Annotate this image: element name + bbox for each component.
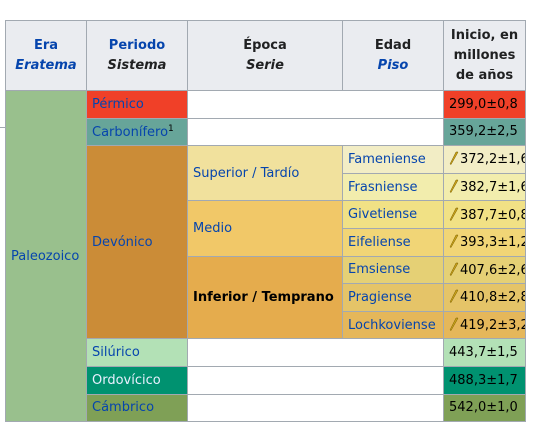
age-frasniense: Frasniense	[342, 172, 444, 202]
ordovicico-link[interactable]: Ordovícico	[92, 372, 161, 388]
age-fameniense: Fameniense	[342, 145, 444, 174]
cambrico-value: 542,0±1,0	[443, 393, 526, 423]
frasniense-value: 382,7±1,6	[443, 172, 526, 202]
header-periodo: Periodo Sistema	[86, 20, 188, 91]
silurico-blank	[187, 338, 444, 367]
period-silurico: Silúrico	[86, 338, 188, 367]
period-cambrico: Cámbrico	[86, 393, 188, 423]
age-pragiense: Pragiense	[342, 283, 444, 312]
period-permico: Pérmico	[86, 90, 188, 119]
emsiense-value: 407,6±2,6	[443, 255, 526, 285]
golden-spike-icon[interactable]	[449, 234, 459, 249]
pragiense-value: 410,8±2,8	[443, 283, 526, 312]
period-devonico: Devónico	[86, 145, 188, 340]
golden-spike-icon[interactable]	[449, 207, 459, 221]
inicio-line-1: Inicio, en	[450, 27, 519, 43]
periodo-link[interactable]: Periodo	[108, 37, 166, 53]
golden-spike-icon[interactable]	[449, 317, 459, 331]
lochkoviense-value: 419,2±3,2	[443, 310, 526, 340]
header-inicio: Inicio, en millones de años	[443, 20, 526, 91]
emsiense-value-text: 407,6±2,6	[460, 262, 526, 278]
header-era: Era Eratema	[5, 20, 87, 91]
paleozoico-link[interactable]: Paleozoico	[11, 248, 80, 264]
fameniense-link[interactable]: Fameniense	[348, 151, 426, 167]
epoca-label: Época	[243, 37, 287, 53]
medio-link[interactable]: Medio	[193, 220, 233, 236]
inicio-line-2: millones	[453, 47, 516, 63]
geologic-time-table: Era Eratema Periodo Sistema Época Serie …	[5, 20, 526, 423]
givetiense-value-text: 387,7±0,8	[460, 207, 526, 223]
pragiense-value-text: 410,8±2,8	[460, 290, 526, 306]
table-row: Ordovícico 488,3±1,7	[6, 365, 526, 395]
carbonifero-link[interactable]: Carbonífero	[92, 124, 169, 140]
ordovicico-value: 488,3±1,7	[443, 365, 526, 395]
permico-value: 299,0±0,8	[443, 90, 526, 119]
devonico-link[interactable]: Devónico	[92, 234, 153, 250]
table-row: Cámbrico 542,0±1,0	[6, 393, 526, 423]
cambrico-blank	[187, 393, 444, 423]
fameniense-value: 372,2±1,6	[443, 145, 526, 174]
carbonifero-value: 359,2±2,5	[443, 117, 526, 147]
golden-spike-icon[interactable]	[449, 262, 459, 276]
edad-label: Edad	[374, 37, 412, 53]
table-row: Lochkoviense 419,2±3,2	[6, 310, 526, 340]
footnote-1[interactable]: 1	[168, 123, 174, 134]
table-row: Inferior / Temprano Emsiense 407,6±2,6	[6, 255, 526, 340]
golden-spike-icon[interactable]	[449, 289, 459, 304]
givetiense-value: 387,7±0,8	[443, 200, 526, 229]
table-row: Paleozoico Pérmico 299,0±0,8	[5, 89, 526, 423]
frasniense-link[interactable]: Frasniense	[348, 179, 418, 195]
serie-label: Serie	[246, 57, 284, 73]
inferior-label: Inferior / Temprano	[193, 289, 334, 305]
eifeliense-value-text: 393,3±1,2	[460, 235, 526, 251]
permico-blank	[187, 90, 444, 119]
carbonifero-blank	[187, 117, 444, 147]
table-row: Medio Givetiense 387,7±0,8	[6, 200, 526, 257]
age-eifeliense: Eifeliense	[342, 227, 444, 257]
pragiense-link[interactable]: Pragiense	[348, 289, 412, 305]
period-carbonifero: Carbonífero1	[86, 117, 188, 147]
table-row: Pragiense 410,8±2,8	[6, 283, 526, 312]
silurico-value: 443,7±1,5	[443, 338, 526, 367]
inicio-line-3: de años	[455, 67, 514, 83]
epoch-superior: Superior / Tardío	[187, 145, 343, 202]
left-edge-rule	[0, 127, 6, 128]
sistema-label: Sistema	[107, 57, 167, 73]
givetiense-link[interactable]: Givetiense	[348, 207, 418, 223]
silurico-link[interactable]: Silúrico	[92, 345, 140, 361]
permico-link[interactable]: Pérmico	[92, 96, 144, 112]
eratema-link[interactable]: Eratema	[15, 57, 77, 73]
piso-link[interactable]: Piso	[377, 57, 409, 73]
golden-spike-icon[interactable]	[449, 151, 459, 166]
lochkoviense-link[interactable]: Lochkoviense	[348, 317, 436, 333]
era-link[interactable]: Era	[33, 37, 59, 53]
era-paleozoico: Paleozoico	[5, 89, 87, 423]
age-givetiense: Givetiense	[342, 200, 444, 229]
fameniense-value-text: 372,2±1,6	[460, 152, 526, 168]
period-ordovicico: Ordovícico	[86, 365, 188, 395]
header-epoca: Época Serie	[187, 20, 343, 91]
epoch-inferior: Inferior / Temprano	[187, 255, 343, 340]
superior-link[interactable]: Superior / Tardío	[193, 165, 300, 181]
epoch-medio: Medio	[187, 200, 343, 257]
emsiense-link[interactable]: Emsiense	[348, 262, 411, 278]
table-row: Eifeliense 393,3±1,2	[6, 227, 526, 257]
lochkoviense-value-text: 419,2±3,2	[460, 318, 526, 334]
cambrico-link[interactable]: Cámbrico	[92, 400, 155, 416]
header-edad: Edad Piso	[342, 20, 444, 91]
frasniense-value-text: 382,7±1,6	[460, 180, 526, 196]
age-lochkoviense: Lochkoviense	[342, 310, 444, 340]
ordovicico-blank	[187, 365, 444, 395]
table-header-row: Era Eratema Periodo Sistema Época Serie …	[5, 20, 526, 91]
eifeliense-value: 393,3±1,2	[443, 227, 526, 257]
golden-spike-icon[interactable]	[449, 179, 459, 193]
age-emsiense: Emsiense	[342, 255, 444, 285]
eifeliense-link[interactable]: Eifeliense	[348, 234, 411, 250]
